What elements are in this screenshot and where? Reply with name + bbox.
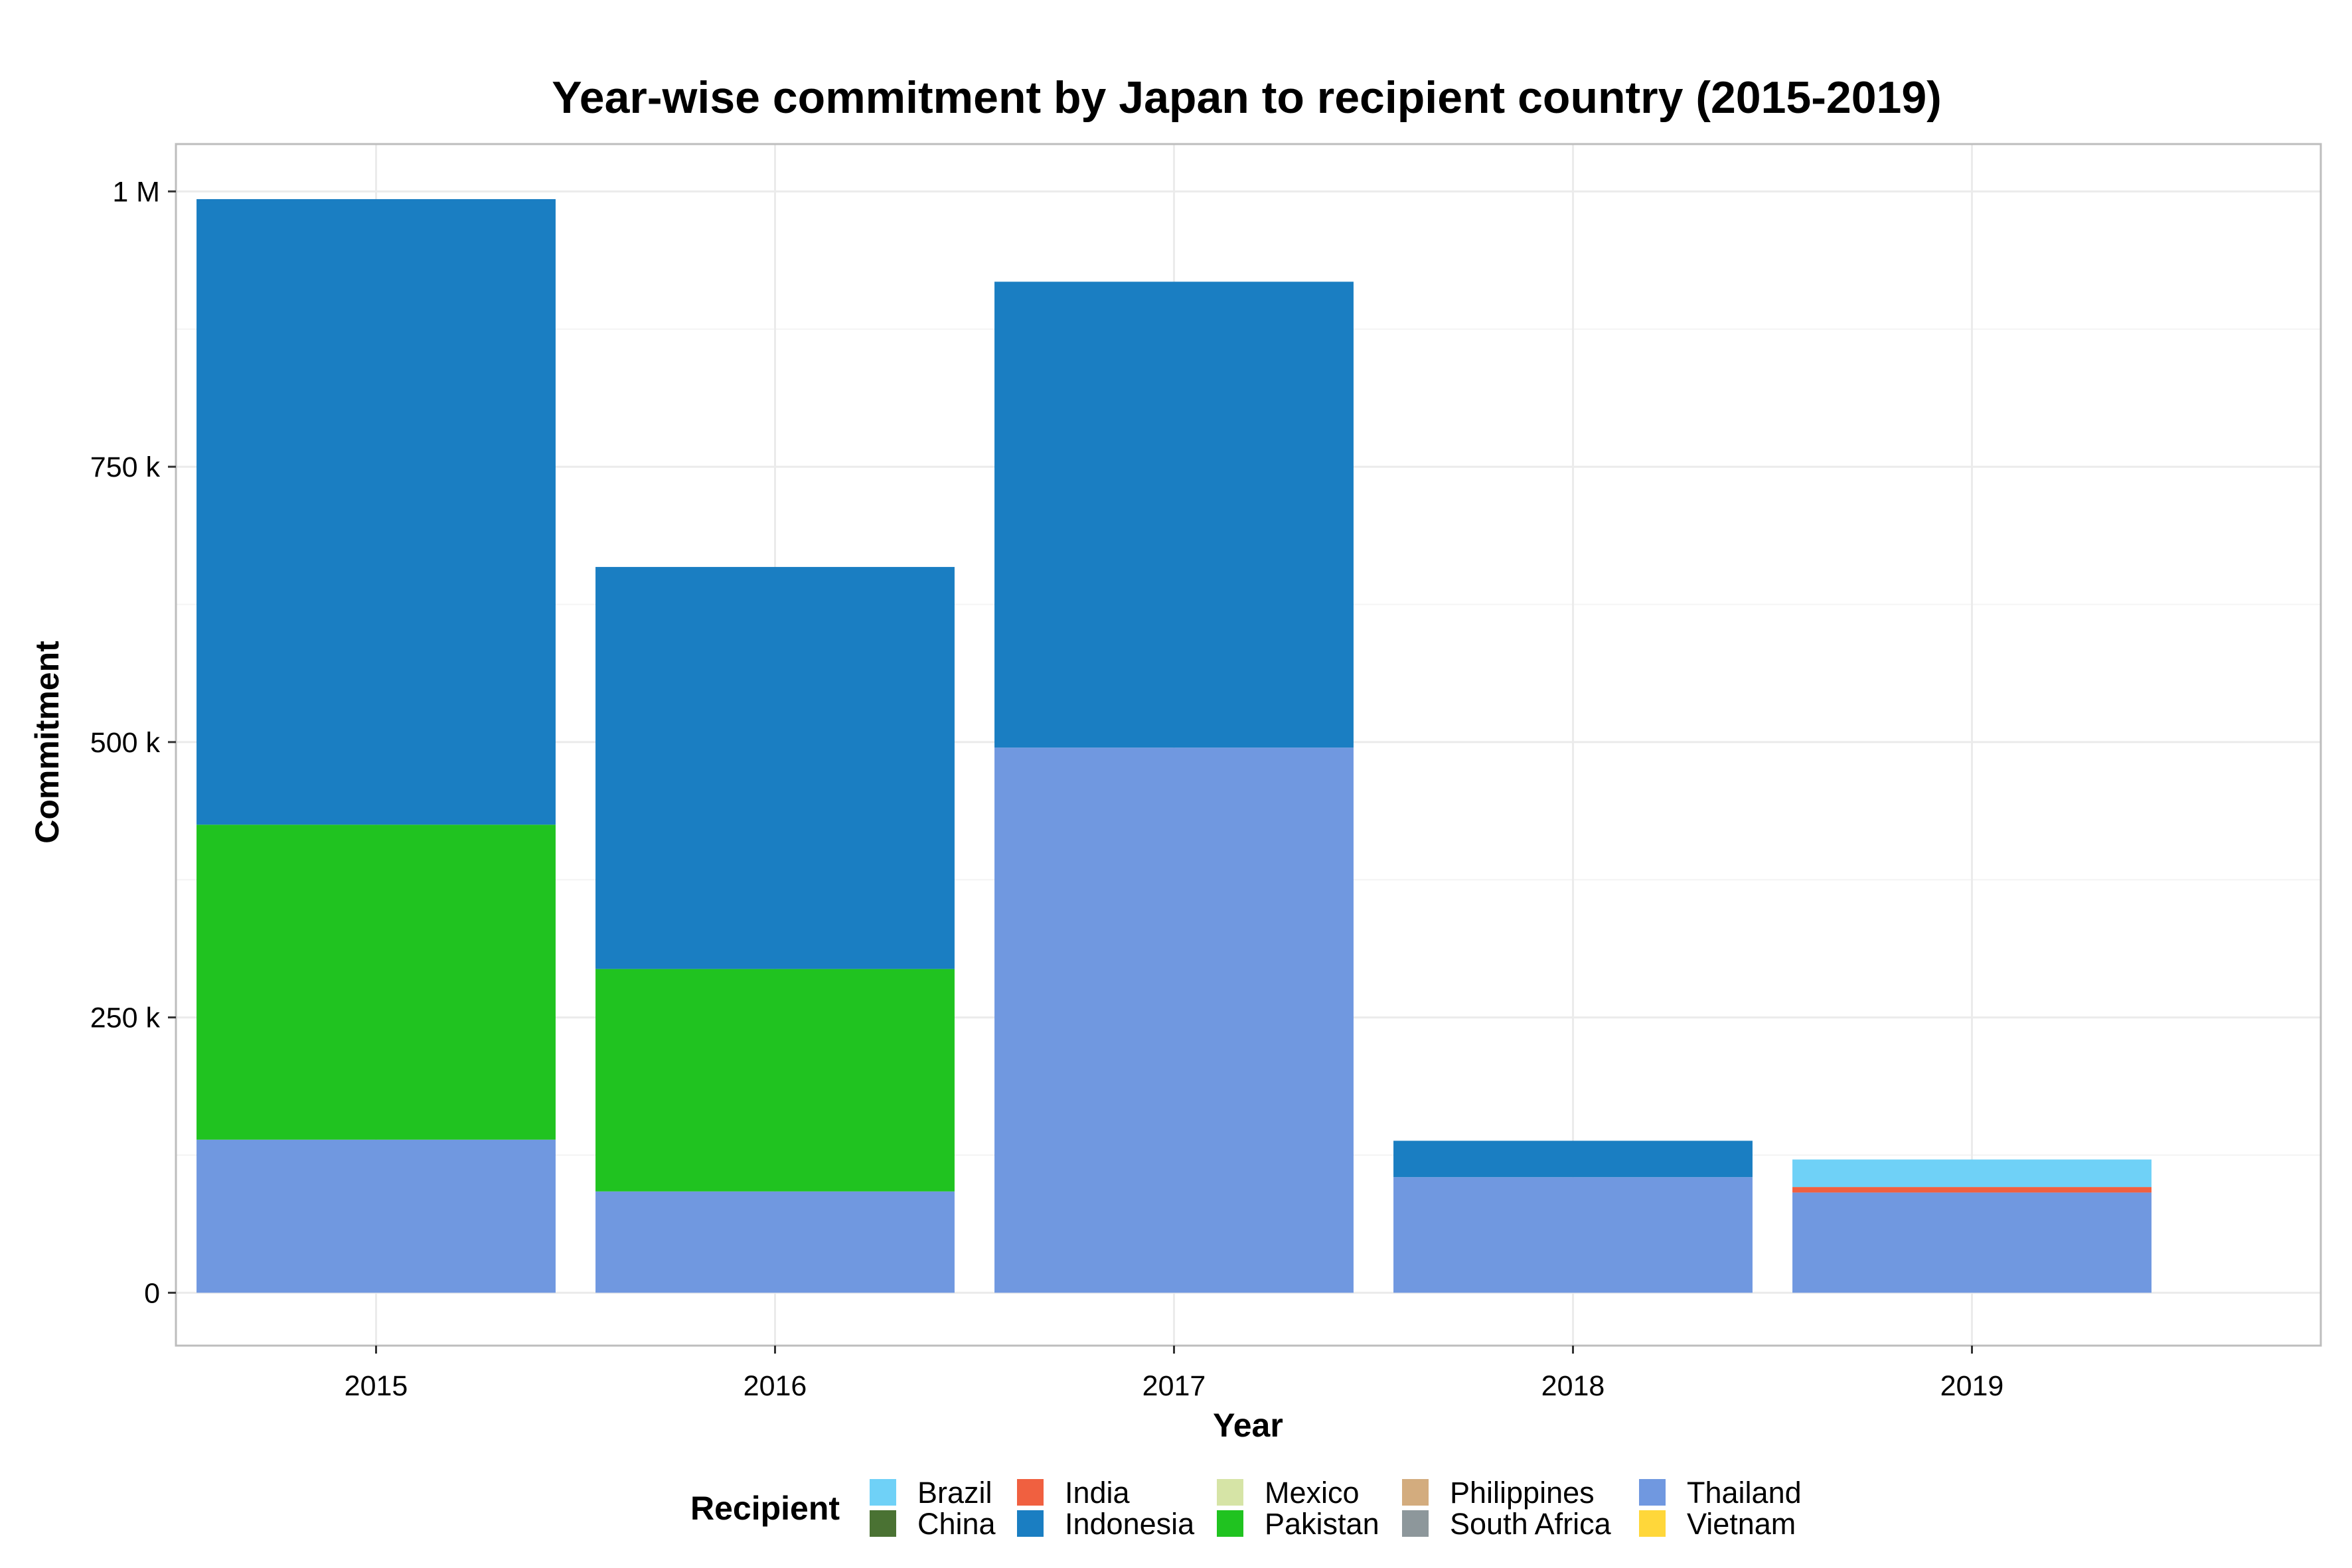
bar-2015-indonesia [196, 198, 556, 825]
legend-label-philippines: Philippines [1450, 1476, 1595, 1510]
x-tick-label: 2016 [744, 1370, 807, 1402]
y-tick-label: 750 k [90, 451, 161, 483]
x-tick-label: 2015 [345, 1370, 408, 1402]
x-tick-label: 2018 [1541, 1370, 1605, 1402]
chart-title: Year-wise commitment by Japan to recipie… [552, 72, 1942, 123]
y-tick-label: 1 M [112, 176, 160, 208]
bars [196, 198, 2152, 1293]
bar-2018-thailand [1393, 1177, 1753, 1293]
y-axis: 0 250 k 500 k 750 k 1 M [90, 176, 176, 1309]
legend-label-south-africa: South Africa [1450, 1507, 1612, 1541]
legend-label-china: China [917, 1507, 996, 1541]
x-axis-title: Year [1213, 1407, 1283, 1444]
legend-key-pakistan [1217, 1510, 1243, 1537]
bar-2015-thailand [196, 1139, 556, 1293]
legend-title: Recipient [690, 1490, 840, 1527]
x-tick-label: 2019 [1940, 1370, 2004, 1402]
bar-2016-indonesia [595, 567, 955, 969]
legend-key-philippines [1402, 1479, 1429, 1506]
x-axis: 2015 2016 2017 2018 2019 [345, 1346, 2004, 1402]
x-tick-label: 2017 [1142, 1370, 1206, 1402]
bar-2015-pakistan [196, 824, 556, 1140]
bar-2019-brazil [1792, 1159, 2152, 1188]
bar-2019-thailand [1792, 1192, 2152, 1293]
legend-label-india: India [1065, 1476, 1131, 1510]
bar-2019-india [1792, 1187, 2152, 1193]
legend-key-mexico [1217, 1479, 1243, 1506]
legend-key-brazil [870, 1479, 896, 1506]
legend-label-indonesia: Indonesia [1065, 1507, 1195, 1541]
legend-key-thailand [1639, 1479, 1666, 1506]
legend-label-thailand: Thailand [1687, 1476, 1802, 1510]
bar-2016-pakistan [595, 969, 955, 1192]
legend-key-china [870, 1510, 896, 1537]
legend-key-india [1017, 1479, 1044, 1506]
bar-2016-thailand [595, 1191, 955, 1293]
legend-key-indonesia [1017, 1510, 1044, 1537]
legend-key-vietnam [1639, 1510, 1666, 1537]
y-tick-label: 250 k [90, 1002, 161, 1034]
legend-key-south-africa [1402, 1510, 1429, 1537]
bar-2017-indonesia [994, 281, 1354, 748]
legend-label-vietnam: Vietnam [1687, 1507, 1796, 1541]
y-axis-title: Commitment [29, 641, 66, 844]
bar-2017-thailand [994, 747, 1354, 1293]
y-tick-label: 0 [144, 1277, 160, 1309]
legend-label-brazil: Brazil [917, 1476, 992, 1510]
legend-label-pakistan: Pakistan [1265, 1507, 1379, 1541]
bar-2018-indonesia [1393, 1140, 1753, 1178]
legend-label-mexico: Mexico [1265, 1476, 1360, 1510]
y-tick-label: 500 k [90, 727, 161, 759]
plot-border [175, 143, 2322, 1347]
